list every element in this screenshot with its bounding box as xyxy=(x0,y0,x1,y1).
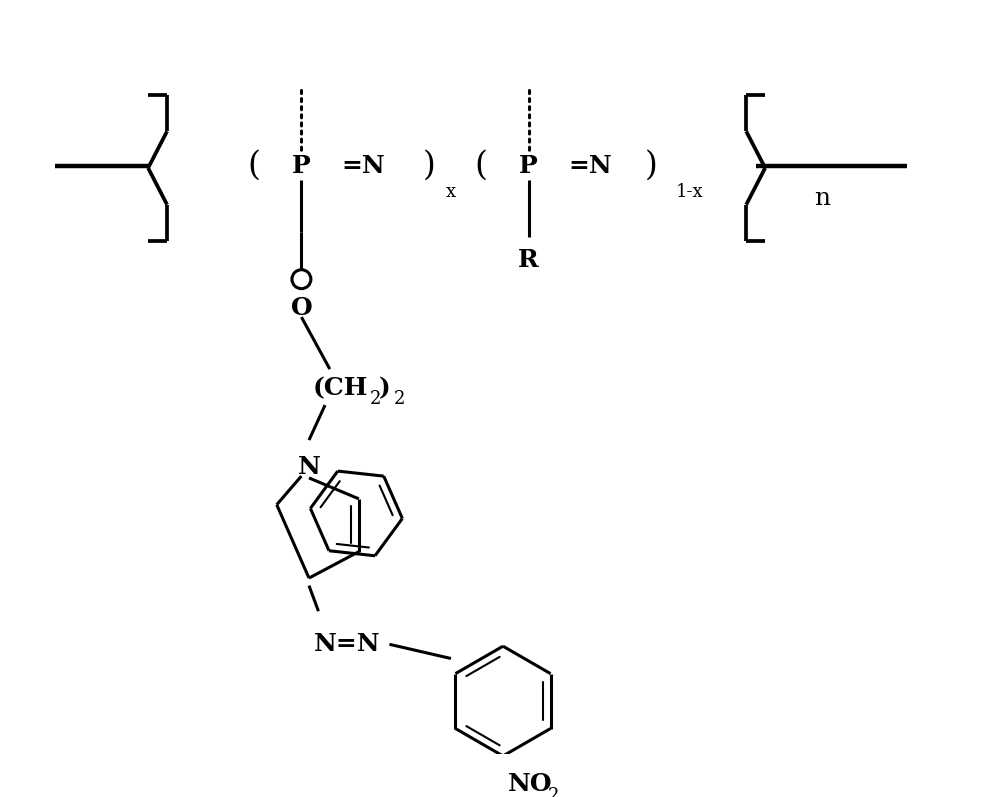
Text: N: N xyxy=(298,454,321,478)
Text: (: ( xyxy=(247,150,261,182)
Text: NO: NO xyxy=(508,772,552,796)
Text: =N: =N xyxy=(568,154,612,178)
Text: ): ) xyxy=(645,150,658,182)
Text: P: P xyxy=(519,154,538,178)
Text: ): ) xyxy=(423,150,436,182)
Text: ): ) xyxy=(379,376,390,400)
Text: P: P xyxy=(292,154,311,178)
Text: n: n xyxy=(814,187,830,210)
Text: 1-x: 1-x xyxy=(676,183,703,201)
Text: x: x xyxy=(446,183,456,201)
Text: (: ( xyxy=(475,150,488,182)
Text: =N: =N xyxy=(341,154,385,178)
Text: R: R xyxy=(518,248,539,273)
Text: (CH: (CH xyxy=(313,376,368,400)
Text: 2: 2 xyxy=(547,787,559,797)
Text: O: O xyxy=(291,296,312,320)
Text: 2: 2 xyxy=(394,391,405,408)
Text: 2: 2 xyxy=(369,391,381,408)
Text: N=N: N=N xyxy=(314,632,380,656)
